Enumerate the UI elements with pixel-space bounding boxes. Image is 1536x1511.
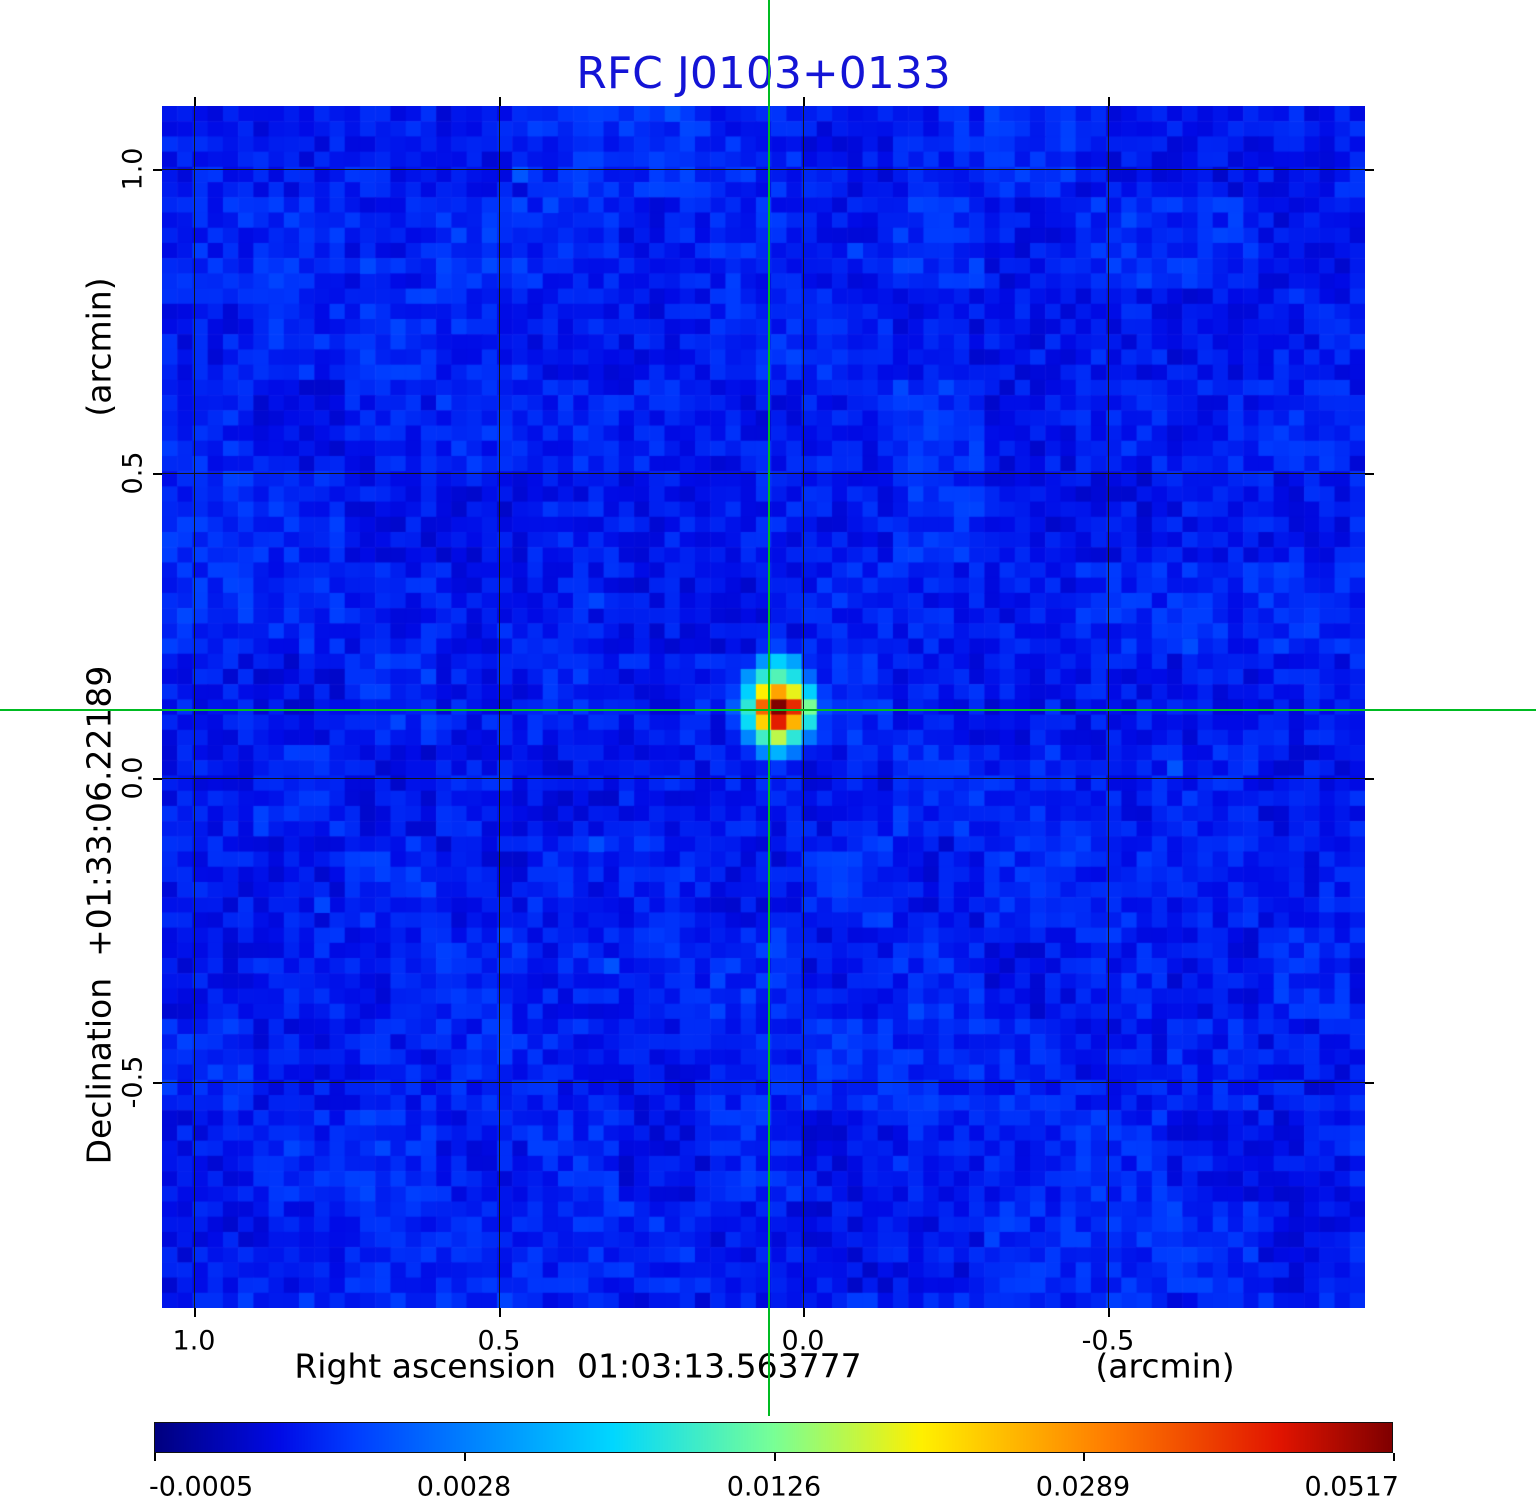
x-tick-mark-bottom [499, 1308, 501, 1317]
y-tick-mark-left [153, 473, 162, 475]
x-gridline [194, 106, 195, 1308]
sky-map-canvas [162, 106, 1365, 1308]
x-tick-mark-top [803, 97, 805, 106]
y-gridline [162, 1082, 1365, 1083]
colorbar-tick-mark [154, 1453, 156, 1461]
colorbar-tick-mark [464, 1453, 466, 1461]
x-tick-mark-top [1108, 97, 1110, 106]
y-tick-mark-right [1365, 1082, 1374, 1084]
y-tick-mark-right [1365, 473, 1374, 475]
crosshair-horizontal-line [0, 709, 1536, 711]
x-tick-mark-top [194, 97, 196, 106]
colorbar-tick-mark [1083, 1453, 1085, 1461]
colorbar-tick-label: 0.0126 [726, 1471, 822, 1503]
y-tick-label: 0.5 [117, 451, 149, 495]
y-tick-label: 0.0 [117, 756, 149, 800]
y-gridline [162, 169, 1365, 170]
x-axis-unit: (arcmin) [1095, 1346, 1235, 1386]
y-axis-label: Declination +01:33:06.22189 [79, 665, 119, 1165]
x-tick-mark-bottom [1108, 1308, 1110, 1317]
x-tick-mark-bottom [194, 1308, 196, 1317]
crosshair-vertical-line [768, 0, 770, 1416]
figure-title: RFC J0103+0133 [576, 48, 951, 99]
colorbar-tick-label: 0.0517 [1304, 1471, 1399, 1503]
y-gridline [162, 778, 1365, 779]
y-tick-mark-right [1365, 169, 1374, 171]
colorbar-canvas [155, 1423, 1392, 1452]
x-tick-label: 0.5 [477, 1325, 521, 1357]
x-gridline [1108, 106, 1109, 1308]
y-tick-mark-right [1365, 778, 1374, 780]
y-tick-label: 1.0 [117, 147, 149, 191]
colorbar-tick-mark [774, 1453, 776, 1461]
y-tick-mark-left [153, 778, 162, 780]
colorbar-tick-label: 0.0028 [416, 1471, 512, 1503]
y-tick-label: -0.5 [117, 1055, 149, 1109]
x-gridline [499, 106, 500, 1308]
y-gridline [162, 473, 1365, 474]
x-tick-label: -0.5 [1081, 1325, 1135, 1357]
x-tick-label: 0.0 [781, 1325, 825, 1357]
y-tick-mark-left [153, 169, 162, 171]
x-tick-mark-bottom [803, 1308, 805, 1317]
colorbar-tick-mark [1393, 1453, 1395, 1461]
x-tick-label: 1.0 [172, 1325, 216, 1357]
x-gridline [803, 106, 804, 1308]
y-tick-mark-left [153, 1082, 162, 1084]
colorbar-tick-label: 0.0289 [1035, 1471, 1131, 1503]
x-tick-mark-top [499, 97, 501, 106]
y-axis-unit: (arcmin) [79, 277, 119, 417]
colorbar-tick-label: -0.0005 [149, 1471, 254, 1503]
x-axis-label: Right ascension 01:03:13.563777 [294, 1346, 862, 1386]
colorbar [154, 1422, 1393, 1453]
